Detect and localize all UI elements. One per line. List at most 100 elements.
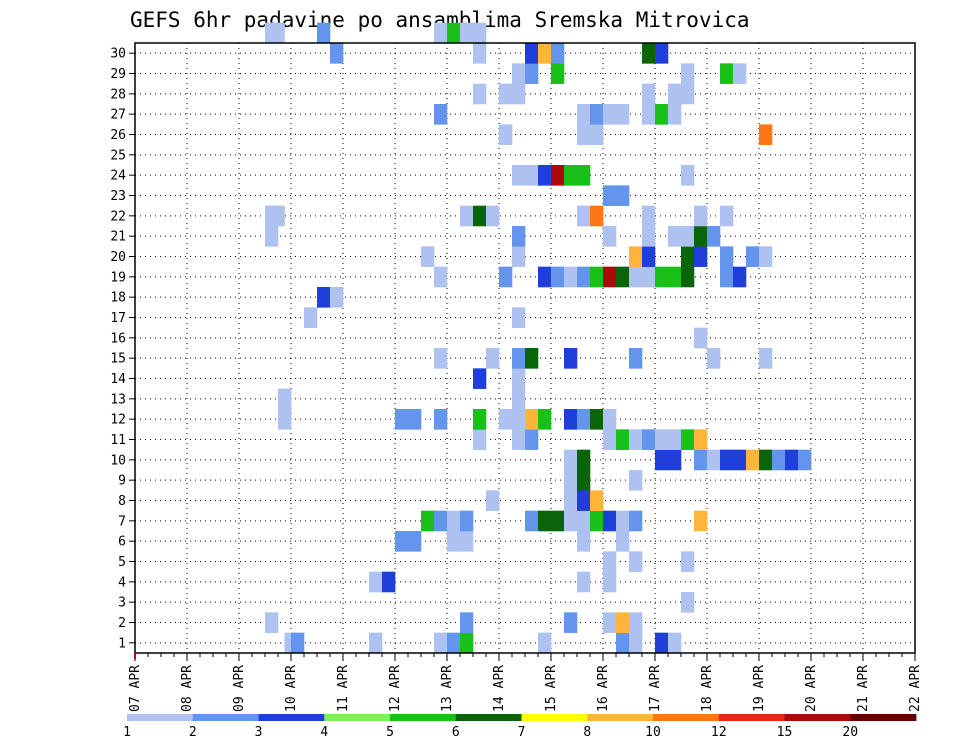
precip-cell bbox=[525, 63, 539, 84]
precip-cell bbox=[265, 612, 279, 633]
precip-cell bbox=[577, 104, 591, 125]
precip-cell bbox=[551, 63, 565, 84]
precip-cell bbox=[681, 429, 695, 450]
precip-cell bbox=[577, 490, 591, 511]
precip-cell bbox=[512, 165, 526, 186]
y-tick-label: 7 bbox=[118, 514, 126, 529]
precip-cell bbox=[473, 205, 487, 227]
precip-cell bbox=[512, 246, 526, 267]
x-axis-date-ticks: 07 APR 08 APR 09 APR 10 APR 11 APR 12 APR 13 A… bbox=[128, 653, 923, 712]
y-tick-label: 29 bbox=[110, 67, 126, 82]
precip-cell bbox=[499, 409, 513, 430]
precip-cell bbox=[447, 510, 461, 532]
precip-cell bbox=[629, 551, 643, 572]
precip-cell bbox=[271, 22, 285, 44]
colorbar-label: 2 bbox=[189, 725, 197, 740]
colorbar-label: 4 bbox=[320, 725, 328, 740]
precip-cell bbox=[395, 409, 409, 430]
colorbar-label: 20 bbox=[842, 725, 858, 740]
precip-cell bbox=[538, 266, 552, 288]
precip-cell bbox=[551, 43, 565, 64]
precipitation-cells bbox=[265, 22, 812, 654]
y-tick-label: 21 bbox=[110, 230, 126, 245]
precip-cell bbox=[616, 531, 630, 552]
y-tick-label: 6 bbox=[118, 535, 126, 550]
precip-cell bbox=[525, 165, 539, 186]
y-tick-label: 1 bbox=[118, 636, 126, 651]
precip-cell bbox=[694, 510, 708, 532]
precip-cell bbox=[681, 83, 695, 105]
x-tick-label: 18 APR bbox=[700, 665, 715, 712]
precip-cell bbox=[395, 531, 409, 552]
precip-cell bbox=[616, 104, 630, 125]
precip-cell bbox=[447, 22, 461, 44]
x-tick-label: 22 APR bbox=[908, 665, 923, 712]
precip-cell bbox=[473, 43, 487, 64]
color-legend: 1 2 3 4 5 6 7 8 10 12 15 20 bbox=[123, 714, 917, 740]
precip-cell bbox=[590, 124, 604, 145]
precip-cell bbox=[642, 205, 656, 227]
precip-cell bbox=[603, 266, 617, 288]
precip-cell bbox=[759, 124, 773, 145]
precip-cell bbox=[551, 510, 565, 532]
precip-cell bbox=[271, 205, 285, 227]
precip-cell bbox=[655, 104, 669, 125]
precip-cell bbox=[512, 226, 526, 247]
precip-cell bbox=[629, 470, 643, 491]
precip-cell bbox=[486, 490, 500, 511]
precip-cell bbox=[642, 43, 656, 64]
precip-cell bbox=[473, 83, 487, 105]
precip-cell bbox=[369, 571, 383, 593]
precip-cell bbox=[733, 63, 747, 84]
y-tick-label: 2 bbox=[118, 616, 126, 631]
precip-cell bbox=[434, 510, 448, 532]
precip-cell bbox=[525, 348, 539, 369]
precip-cell bbox=[642, 83, 656, 105]
precip-cell bbox=[590, 266, 604, 288]
precip-cell bbox=[655, 632, 669, 654]
precip-cell bbox=[447, 531, 461, 552]
colorbar-label: 3 bbox=[255, 725, 263, 740]
x-tick-label: 11 APR bbox=[336, 665, 351, 712]
y-tick-label: 3 bbox=[118, 596, 126, 611]
colorbar-swatch bbox=[192, 714, 259, 721]
y-tick-label: 5 bbox=[118, 555, 126, 570]
precip-cell bbox=[603, 185, 617, 206]
precip-cell bbox=[603, 551, 617, 572]
precip-cell bbox=[668, 449, 682, 471]
y-tick-label: 11 bbox=[110, 433, 126, 448]
precip-cell bbox=[525, 429, 539, 450]
precip-cell bbox=[694, 246, 708, 267]
precip-cell bbox=[681, 266, 695, 288]
precip-cell bbox=[408, 409, 422, 430]
precip-cell bbox=[564, 165, 578, 186]
precip-cell bbox=[759, 348, 773, 369]
precip-cell bbox=[616, 632, 630, 654]
colorbar-label: 10 bbox=[645, 725, 661, 740]
colorbar-swatch bbox=[390, 714, 457, 721]
precip-cell bbox=[668, 429, 682, 450]
y-tick-label: 9 bbox=[118, 474, 126, 489]
x-tick-label: 17 APR bbox=[648, 665, 663, 712]
precip-cell bbox=[434, 266, 448, 288]
colorbar-swatch bbox=[784, 714, 851, 721]
precip-cell bbox=[655, 266, 669, 288]
precip-cell bbox=[265, 226, 279, 247]
precip-cell bbox=[642, 104, 656, 125]
precip-cell bbox=[577, 205, 591, 227]
precip-cell bbox=[642, 429, 656, 450]
y-tick-label: 16 bbox=[110, 331, 126, 346]
precip-cell bbox=[642, 266, 656, 288]
y-tick-label: 27 bbox=[110, 108, 126, 123]
precip-cell bbox=[499, 124, 513, 145]
precip-cell bbox=[538, 165, 552, 186]
precip-cell bbox=[421, 246, 435, 267]
precip-cell bbox=[590, 490, 604, 511]
colorbar-swatch bbox=[324, 714, 391, 721]
precip-cell bbox=[590, 510, 604, 532]
y-tick-label: 10 bbox=[110, 453, 126, 468]
y-axis-member-ticks: 1234567891011121314151617181920212223242… bbox=[110, 47, 135, 651]
precip-cell bbox=[486, 348, 500, 369]
precip-cell bbox=[655, 43, 669, 64]
